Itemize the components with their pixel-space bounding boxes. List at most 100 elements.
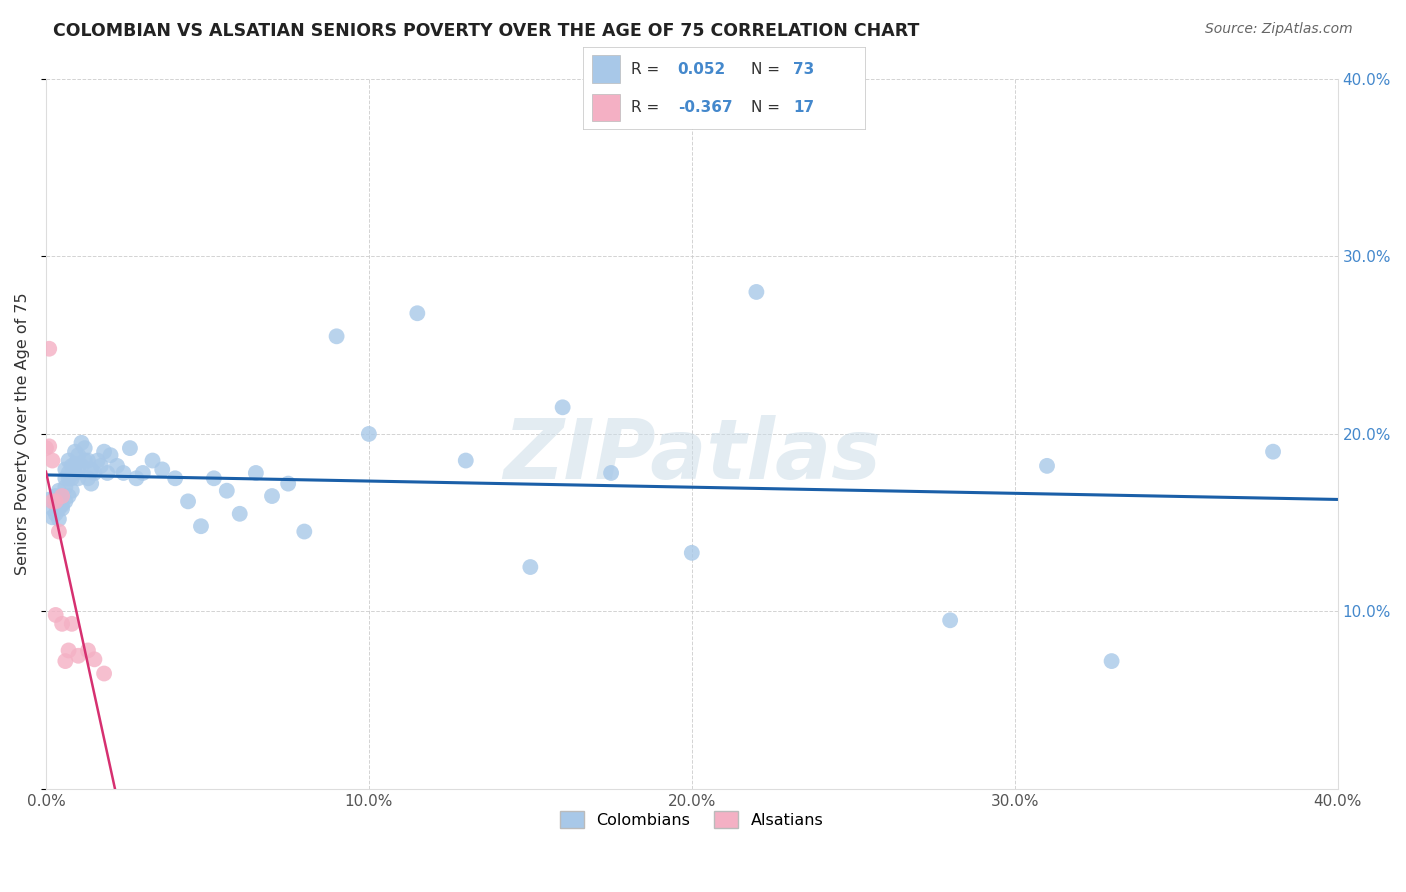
Point bbox=[86, 453, 108, 467]
Point bbox=[63, 444, 86, 458]
Text: -0.367: -0.367 bbox=[678, 100, 733, 115]
Point bbox=[38, 492, 60, 507]
Text: COLOMBIAN VS ALSATIAN SENIORS POVERTY OVER THE AGE OF 75 CORRELATION CHART: COLOMBIAN VS ALSATIAN SENIORS POVERTY OV… bbox=[53, 22, 920, 40]
Point bbox=[77, 643, 100, 657]
Point bbox=[90, 458, 112, 473]
Point bbox=[67, 448, 90, 462]
Point bbox=[292, 524, 315, 539]
Point bbox=[60, 483, 83, 498]
Point bbox=[202, 471, 225, 485]
Point bbox=[454, 453, 477, 467]
Point bbox=[48, 512, 70, 526]
Point bbox=[48, 483, 70, 498]
Point bbox=[41, 501, 63, 516]
Point bbox=[48, 524, 70, 539]
Point bbox=[60, 616, 83, 631]
Point bbox=[1101, 654, 1123, 668]
Point bbox=[681, 546, 703, 560]
Point bbox=[93, 666, 115, 681]
Point bbox=[215, 483, 238, 498]
Point bbox=[38, 439, 60, 453]
Point bbox=[357, 426, 380, 441]
Point bbox=[190, 519, 212, 533]
Point bbox=[1036, 458, 1059, 473]
Point bbox=[60, 458, 83, 473]
Legend: Colombians, Alsatians: Colombians, Alsatians bbox=[554, 805, 830, 834]
Point bbox=[141, 453, 163, 467]
Point bbox=[93, 444, 115, 458]
Point bbox=[125, 471, 148, 485]
Point bbox=[53, 471, 76, 485]
Point bbox=[1261, 444, 1284, 458]
Point bbox=[67, 648, 90, 663]
Point bbox=[58, 466, 80, 480]
Point bbox=[132, 466, 155, 480]
Point bbox=[51, 501, 73, 516]
Point bbox=[45, 607, 67, 622]
Point bbox=[70, 435, 93, 450]
Point bbox=[63, 466, 86, 480]
Bar bbox=[592, 55, 620, 83]
Point bbox=[177, 494, 200, 508]
Point bbox=[45, 507, 67, 521]
Point bbox=[406, 306, 429, 320]
Point bbox=[118, 441, 141, 455]
Point bbox=[100, 448, 122, 462]
Point bbox=[41, 510, 63, 524]
Point bbox=[60, 471, 83, 485]
Point bbox=[41, 453, 63, 467]
Point bbox=[51, 489, 73, 503]
Point bbox=[63, 457, 86, 471]
Point bbox=[58, 453, 80, 467]
Point bbox=[45, 498, 67, 512]
Text: 0.052: 0.052 bbox=[678, 62, 725, 77]
Point bbox=[96, 466, 118, 480]
Point bbox=[51, 489, 73, 503]
Y-axis label: Seniors Poverty Over the Age of 75: Seniors Poverty Over the Age of 75 bbox=[15, 293, 30, 575]
Point bbox=[58, 489, 80, 503]
Point bbox=[165, 471, 187, 485]
Point bbox=[600, 466, 623, 480]
Point bbox=[150, 462, 173, 476]
Point bbox=[939, 613, 962, 627]
Point bbox=[35, 441, 58, 455]
Point bbox=[325, 329, 347, 343]
Point bbox=[73, 441, 96, 455]
Point bbox=[53, 494, 76, 508]
Text: 17: 17 bbox=[793, 100, 814, 115]
Point bbox=[38, 342, 60, 356]
Point bbox=[67, 462, 90, 476]
Point bbox=[77, 471, 100, 485]
Point bbox=[83, 466, 105, 480]
Point bbox=[70, 458, 93, 473]
Point bbox=[745, 285, 768, 299]
Point bbox=[105, 458, 128, 473]
Text: ZIPatlas: ZIPatlas bbox=[503, 415, 880, 496]
Point bbox=[53, 654, 76, 668]
Text: Source: ZipAtlas.com: Source: ZipAtlas.com bbox=[1205, 22, 1353, 37]
Point bbox=[45, 489, 67, 503]
Point bbox=[112, 466, 135, 480]
Text: N =: N = bbox=[751, 62, 785, 77]
Text: R =: R = bbox=[631, 62, 665, 77]
Text: R =: R = bbox=[631, 100, 665, 115]
Point bbox=[277, 476, 299, 491]
Text: N =: N = bbox=[751, 100, 785, 115]
Point bbox=[45, 494, 67, 508]
Point bbox=[53, 480, 76, 494]
Point bbox=[48, 501, 70, 516]
Point bbox=[245, 466, 267, 480]
Point bbox=[80, 462, 103, 476]
Point bbox=[80, 476, 103, 491]
Point bbox=[51, 616, 73, 631]
Point bbox=[73, 453, 96, 467]
Point bbox=[51, 498, 73, 512]
Point bbox=[67, 471, 90, 485]
Point bbox=[41, 494, 63, 508]
Point bbox=[58, 643, 80, 657]
Point bbox=[58, 471, 80, 485]
Point bbox=[519, 560, 541, 574]
Point bbox=[53, 462, 76, 476]
Point bbox=[260, 489, 283, 503]
Point bbox=[551, 401, 574, 415]
